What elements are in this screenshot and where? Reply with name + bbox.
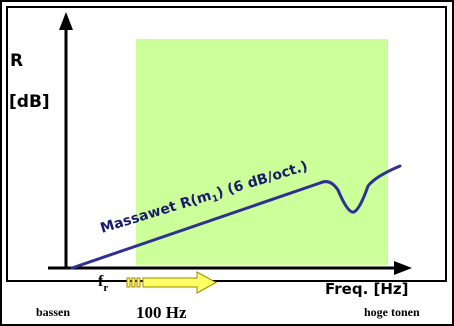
arrow-stripe-2: [131, 277, 136, 288]
mass-law-region: [136, 39, 388, 265]
y-axis-symbol: R: [10, 51, 23, 71]
curve-label-subscript: 1: [211, 194, 220, 205]
frequency-marker-label: 100 Hz: [136, 303, 187, 322]
resonance-symbol: f: [98, 273, 104, 290]
x-axis-arrowhead: [394, 261, 412, 275]
x-axis-label: Freq. [Hz]: [325, 280, 409, 298]
high-end-label: hoge tonen: [364, 305, 420, 319]
low-end-label: bassen: [36, 305, 70, 319]
mass-law-curve: [70, 164, 402, 270]
arrow-body: [142, 271, 218, 294]
resonance-frequency-label: fr: [98, 273, 108, 294]
arrow-stripe-1: [126, 277, 131, 288]
frequency-arrow: [126, 271, 218, 294]
y-axis-arrowhead: [59, 12, 73, 30]
arrow-stripe-3: [136, 277, 141, 288]
y-axis-unit: [dB]: [9, 92, 50, 112]
resonance-subscript: r: [103, 282, 108, 294]
